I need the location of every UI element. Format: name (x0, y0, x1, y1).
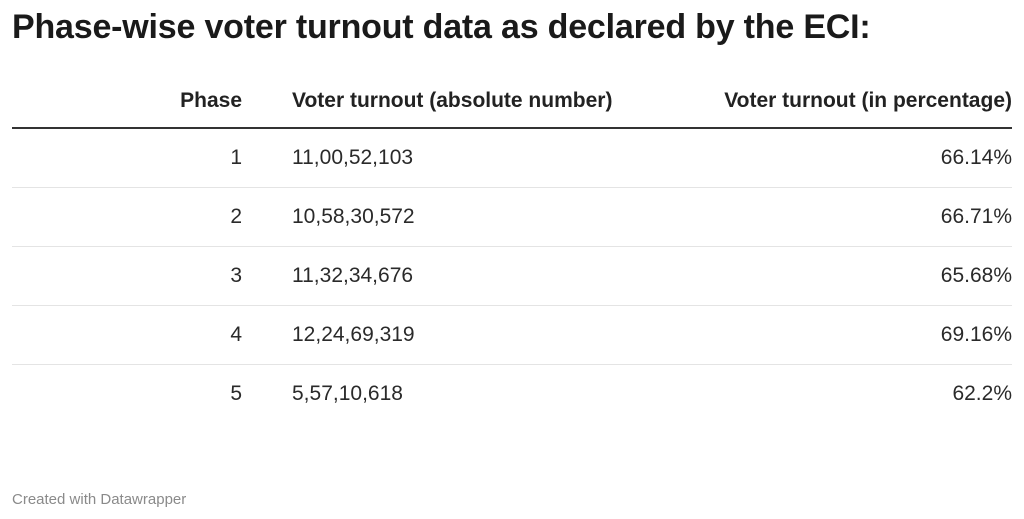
column-header-percentage[interactable]: Voter turnout (in percentage) (662, 86, 1012, 129)
phase-cell: 2 (12, 187, 242, 247)
phase-cell: 3 (12, 246, 242, 306)
table-row: 2 10,58,30,572 66.71% (12, 187, 1012, 247)
absolute-cell: 11,00,52,103 (242, 128, 662, 188)
table-row: 4 12,24,69,319 69.16% (12, 305, 1012, 365)
table-row: 5 5,57,10,618 62.2% (12, 365, 1012, 424)
phase-cell: 5 (230, 382, 242, 405)
credit-text[interactable]: Created with Datawrapper (12, 491, 187, 508)
absolute-cell: 5,57,10,618 (292, 382, 403, 405)
column-header-phase[interactable]: Phase (12, 86, 242, 129)
percentage-cell: 66.71% (662, 187, 1012, 247)
page-title: Phase-wise voter turnout data as declare… (12, 8, 871, 46)
percentage-cell: 62.2% (952, 382, 1012, 405)
absolute-cell: 10,58,30,572 (242, 187, 662, 247)
absolute-cell: 12,24,69,319 (242, 305, 662, 365)
phase-cell: 1 (12, 128, 242, 188)
column-header-absolute[interactable]: Voter turnout (absolute number) (242, 86, 662, 129)
table-row: 3 11,32,34,676 65.68% (12, 246, 1012, 306)
table-row: 1 11,00,52,103 66.14% (12, 128, 1012, 188)
absolute-cell: 11,32,34,676 (242, 246, 662, 306)
table-header-row: Phase Voter turnout (absolute number) Vo… (12, 86, 1012, 129)
percentage-cell: 69.16% (662, 305, 1012, 365)
phase-cell: 4 (12, 305, 242, 365)
percentage-cell: 65.68% (662, 246, 1012, 306)
turnout-table: Phase Voter turnout (absolute number) Vo… (12, 86, 1012, 423)
percentage-cell: 66.14% (662, 128, 1012, 188)
